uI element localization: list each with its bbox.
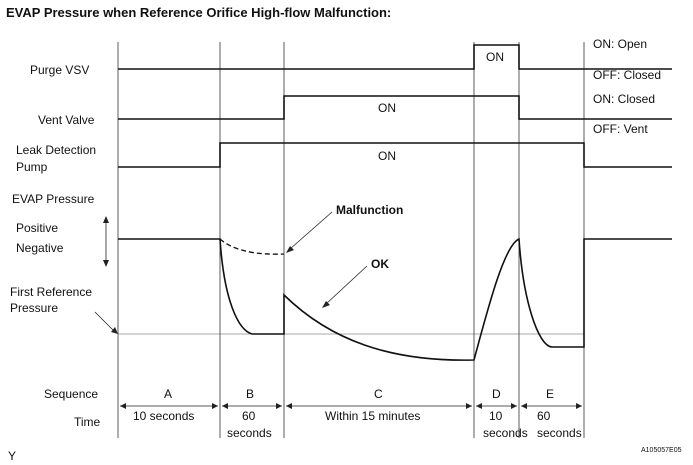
vent-on-state: ON: Closed <box>593 92 655 106</box>
sequence-row-label: Sequence <box>44 387 98 401</box>
negative-label: Negative <box>16 241 64 255</box>
ok-arrow <box>322 265 368 308</box>
time-e-line1: 60 <box>537 409 551 423</box>
time-arrows <box>120 403 582 409</box>
purge-off-state: OFF: Closed <box>593 68 661 82</box>
phase-boundaries <box>117 42 585 438</box>
sequence-e: E <box>546 387 554 401</box>
time-c: Within 15 minutes <box>325 409 420 423</box>
first-reference-label-line1: First Reference <box>10 285 92 299</box>
first-reference-label-line2: Pressure <box>10 301 58 315</box>
ok-label: OK <box>371 257 389 271</box>
diagram-title: EVAP Pressure when Reference Orifice Hig… <box>6 5 391 20</box>
leak-pump-signal <box>118 142 672 168</box>
evap-pressure-ok-trace <box>118 237 672 361</box>
positive-label: Positive <box>16 221 58 235</box>
vent-on-label: ON <box>378 101 396 115</box>
time-d-line2: seconds <box>483 426 528 440</box>
time-row-label: Time <box>74 415 101 429</box>
time-e-line2: seconds <box>537 426 582 440</box>
evap-pressure-label: EVAP Pressure <box>12 192 95 206</box>
purge-on-state: ON: Open <box>593 37 647 51</box>
figure-code: A105057E05 <box>641 447 682 454</box>
purge-vsv-signal <box>118 44 672 70</box>
malfunction-arrow <box>286 211 333 253</box>
leak-pump-on-label: ON <box>378 149 396 163</box>
purge-vsv-label: Purge VSV <box>30 63 89 77</box>
sequence-b: B <box>246 387 254 401</box>
time-d-line1: 10 <box>489 409 503 423</box>
sequence-d: D <box>492 387 501 401</box>
vent-valve-signal <box>118 95 672 120</box>
evap-pressure-malfunction-trace <box>219 238 285 255</box>
pressure-axis-arrow <box>103 216 109 267</box>
corner-mark: Y <box>8 449 16 463</box>
sequence-c: C <box>374 387 383 401</box>
vent-off-state: OFF: Vent <box>593 122 648 136</box>
time-b-line1: 60 <box>242 409 256 423</box>
purge-on-label: ON <box>486 50 504 64</box>
first-reference-arrow <box>94 311 118 334</box>
time-a: 10 seconds <box>133 409 194 423</box>
time-b-line2: seconds <box>227 426 272 440</box>
leak-pump-label-line1: Leak Detection <box>16 143 96 157</box>
leak-pump-label-line2: Pump <box>16 160 48 174</box>
sequence-a: A <box>164 387 172 401</box>
vent-valve-label: Vent Valve <box>38 113 95 127</box>
malfunction-label: Malfunction <box>336 203 403 217</box>
